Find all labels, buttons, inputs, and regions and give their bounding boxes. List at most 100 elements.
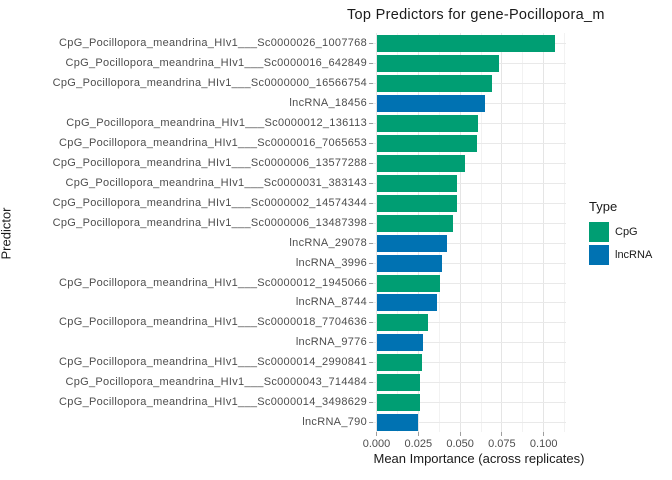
y-tick-mark [369,282,373,284]
bar [376,394,420,412]
legend-swatch-cpg [589,222,609,242]
x-tick-label: 0.050 [446,438,474,450]
gridline-h [373,222,566,224]
y-tick-mark [369,302,373,304]
bar [376,214,454,232]
y-axis-label: lncRNA_8744 [295,296,367,309]
gridline-minor-v [438,33,440,432]
gridline-h [373,242,566,244]
y-tick-mark [369,342,373,344]
y-axis-label: CpG_Pocillopora_meandrina_HIv1___Sc00000… [52,156,367,169]
plot-title: Top Predictors for gene-Pocillopora_m [347,7,605,23]
x-tick-mark [417,432,419,436]
gridline-h [373,402,566,404]
x-tick-mark [501,432,503,436]
bar [376,35,556,53]
y-axis-label: CpG_Pocillopora_meandrina_HIv1___Sc00000… [66,117,367,130]
bar [376,135,477,153]
gridline-h [373,342,566,344]
y-tick-mark [369,422,373,424]
y-axis-label: lncRNA_3996 [295,256,367,269]
gridline-h [373,322,566,324]
bar [376,154,466,172]
y-axis-label: lncRNA_18456 [289,97,367,110]
x-tick-label: 0.000 [362,438,391,450]
y-tick-mark [369,402,373,404]
bar [376,334,424,352]
gridline-h [373,382,566,384]
y-axis-label: CpG_Pocillopora_meandrina_HIv1___Sc00000… [59,37,367,50]
gridline-h [373,302,566,304]
x-tick-label: 0.100 [529,438,558,450]
x-tick-label: 0.025 [404,438,433,450]
gridline-h [373,202,566,204]
x-tick-mark [543,432,545,436]
bar [376,374,420,392]
gridline-h [373,362,566,364]
bar [376,354,422,372]
y-axis-label: CpG_Pocillopora_meandrina_HIv1___Sc00000… [59,316,367,329]
bar [376,115,479,133]
y-tick-mark [369,123,373,125]
y-tick-mark [369,143,373,145]
gridline-h [373,262,566,264]
y-tick-mark [369,63,373,65]
bar [376,75,492,93]
gridline-h [373,282,566,284]
y-tick-mark [369,322,373,324]
bar [376,174,457,192]
bar [376,314,429,332]
y-tick-mark [369,202,373,204]
y-tick-mark [369,222,373,224]
y-tick-mark [369,382,373,384]
y-axis-label: lncRNA_9776 [295,336,367,349]
gridline-minor-v [396,33,398,432]
bar [376,414,419,432]
gridline-h [373,182,566,184]
gridline-major-v [376,33,377,432]
gridline-major-v [501,33,503,432]
y-axis-label: CpG_Pocillopora_meandrina_HIv1___Sc00000… [65,57,367,70]
y-axis-label: CpG_Pocillopora_meandrina_HIv1___Sc00000… [59,356,367,369]
y-axis-label: CpG_Pocillopora_meandrina_HIv1___Sc00000… [59,396,367,409]
y-axis-label: lncRNA_790 [302,416,367,429]
gridline-minor-v [564,33,566,432]
legend-swatch-lncrna [589,245,609,265]
legend-item-label: lncRNA [615,249,653,261]
x-tick-mark [376,432,377,436]
y-tick-mark [369,362,373,364]
gridline-major-v [543,33,545,432]
x-tick-label: 0.075 [488,438,516,450]
bar [376,234,447,252]
x-axis-title: Mean Importance (across replicates) [373,451,585,466]
bar [376,254,442,272]
y-axis-label: CpG_Pocillopora_meandrina_HIv1___Sc00000… [52,196,367,209]
y-tick-mark [369,83,373,85]
y-axis-label: CpG_Pocillopora_meandrina_HIv1___Sc00000… [59,276,367,289]
bar [376,294,437,312]
y-tick-mark [369,162,373,164]
y-tick-mark [369,262,373,264]
y-axis-label: CpG_Pocillopora_meandrina_HIv1___Sc00000… [59,137,367,150]
y-tick-mark [369,242,373,244]
y-axis-label: CpG_Pocillopora_meandrina_HIv1___Sc00000… [65,176,367,189]
y-axis-label: CpG_Pocillopora_meandrina_HIv1___Sc00000… [52,216,367,229]
bar [376,95,486,113]
y-axis-label: CpG_Pocillopora_meandrina_HIv1___Sc00000… [52,77,367,90]
gridline-major-v [459,33,461,432]
y-axis-label: CpG_Pocillopora_meandrina_HIv1___Sc00000… [65,376,367,389]
y-tick-mark [369,182,373,184]
y-axis-label: lncRNA_29078 [289,236,367,249]
y-tick-mark [369,103,373,105]
gridline-minor-v [522,33,524,432]
gridline-major-v [417,33,419,432]
x-tick-mark [459,432,461,436]
bar [376,274,441,292]
bar [376,194,457,212]
